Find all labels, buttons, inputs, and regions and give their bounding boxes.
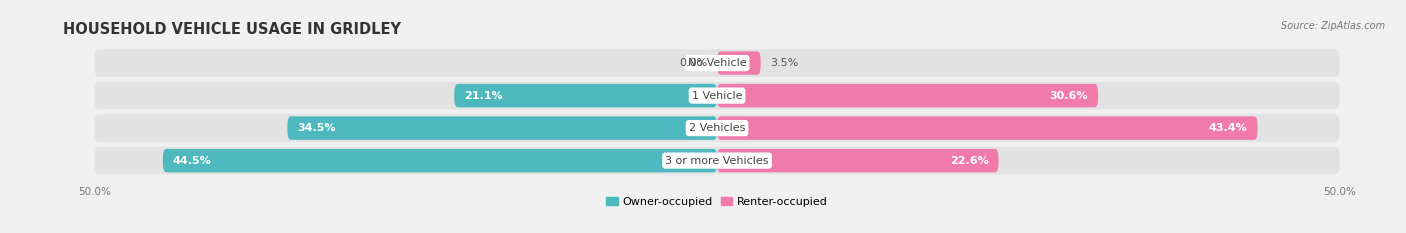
FancyBboxPatch shape	[717, 149, 998, 172]
Legend: Owner-occupied, Renter-occupied: Owner-occupied, Renter-occupied	[606, 197, 828, 207]
FancyBboxPatch shape	[94, 147, 1340, 175]
FancyBboxPatch shape	[94, 82, 1340, 110]
Text: 3.5%: 3.5%	[770, 58, 799, 68]
FancyBboxPatch shape	[287, 116, 717, 140]
FancyBboxPatch shape	[94, 114, 1340, 142]
FancyBboxPatch shape	[717, 51, 761, 75]
FancyBboxPatch shape	[163, 149, 717, 172]
Text: 43.4%: 43.4%	[1209, 123, 1247, 133]
Text: HOUSEHOLD VEHICLE USAGE IN GRIDLEY: HOUSEHOLD VEHICLE USAGE IN GRIDLEY	[63, 22, 401, 37]
FancyBboxPatch shape	[717, 84, 1098, 107]
Text: No Vehicle: No Vehicle	[688, 58, 747, 68]
Text: 30.6%: 30.6%	[1050, 91, 1088, 101]
FancyBboxPatch shape	[94, 49, 1340, 77]
Text: 0.0%: 0.0%	[679, 58, 707, 68]
Text: 22.6%: 22.6%	[950, 156, 988, 166]
Text: 3 or more Vehicles: 3 or more Vehicles	[665, 156, 769, 166]
FancyBboxPatch shape	[717, 116, 1257, 140]
Text: 44.5%: 44.5%	[173, 156, 212, 166]
Text: 34.5%: 34.5%	[298, 123, 336, 133]
Text: 2 Vehicles: 2 Vehicles	[689, 123, 745, 133]
Text: 21.1%: 21.1%	[464, 91, 503, 101]
Text: 1 Vehicle: 1 Vehicle	[692, 91, 742, 101]
Text: Source: ZipAtlas.com: Source: ZipAtlas.com	[1281, 21, 1385, 31]
FancyBboxPatch shape	[454, 84, 717, 107]
